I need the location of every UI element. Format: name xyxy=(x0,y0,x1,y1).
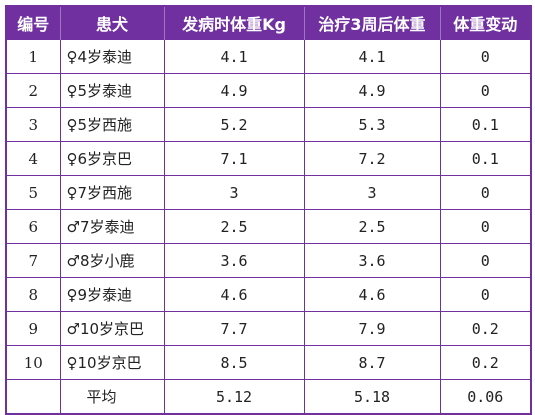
cell-dog: ♀5岁泰迪 xyxy=(59,73,165,108)
header-dog: 患犬 xyxy=(59,6,164,40)
cell-dog: ♀6岁京巴 xyxy=(59,141,165,176)
cell-id: 10 xyxy=(5,345,61,380)
cell-weight-after: 2.5 xyxy=(303,209,441,244)
cell-weight-before: 4.6 xyxy=(163,277,305,312)
cell-weight-change: 0 xyxy=(439,175,532,210)
cell-weight-change: 0 xyxy=(439,73,532,108)
cell-weight-change: 0.1 xyxy=(439,107,532,142)
cell-weight-before: 3 xyxy=(163,175,305,210)
table-row: 9 ♂10岁京巴 7.7 7.9 0.2 xyxy=(5,311,532,346)
cell-weight-change: 0 xyxy=(439,277,532,312)
cell-id: 2 xyxy=(5,73,61,108)
cell-dog: ♂10岁京巴 xyxy=(59,311,165,346)
cell-weight-after: 8.7 xyxy=(303,345,441,380)
header-weight-after: 治疗3周后体重 xyxy=(303,6,440,40)
cell-weight-after: 4.6 xyxy=(303,277,441,312)
cell-id: 5 xyxy=(5,175,61,210)
cell-weight-before: 7.1 xyxy=(163,141,305,176)
cell-weight-after: 7.2 xyxy=(303,141,441,176)
header-weight-change: 体重变动 xyxy=(439,6,531,40)
average-row: 平均 5.12 5.18 0.06 xyxy=(5,379,532,415)
cell-dog: ♀5岁西施 xyxy=(59,107,165,142)
table-row: 6 ♂7岁泰迪 2.5 2.5 0 xyxy=(5,209,532,244)
average-weight-after: 5.18 xyxy=(303,379,441,415)
cell-id: 8 xyxy=(5,277,61,312)
cell-weight-after: 3.6 xyxy=(303,243,441,278)
cell-weight-change: 0.1 xyxy=(439,141,532,176)
cell-id: 1 xyxy=(5,39,61,74)
average-weight-change: 0.06 xyxy=(439,379,532,415)
cell-weight-before: 8.5 xyxy=(163,345,305,380)
weight-table: 编号 患犬 发病时体重Kg 治疗3周后体重 体重变动 1 ♀4岁泰迪 4.1 4… xyxy=(5,5,532,415)
header-row: 编号 患犬 发病时体重Kg 治疗3周后体重 体重变动 xyxy=(6,6,531,40)
table-row: 2 ♀5岁泰迪 4.9 4.9 0 xyxy=(5,73,532,108)
cell-weight-change: 0.2 xyxy=(439,311,532,346)
cell-weight-change: 0 xyxy=(439,243,532,278)
cell-weight-before: 4.1 xyxy=(163,39,305,74)
cell-weight-after: 7.9 xyxy=(303,311,441,346)
table-row: 10 ♀10岁京巴 8.5 8.7 0.2 xyxy=(5,345,532,380)
cell-id: 3 xyxy=(5,107,61,142)
table-row: 1 ♀4岁泰迪 4.1 4.1 0 xyxy=(5,39,532,74)
cell-dog: ♀10岁京巴 xyxy=(59,345,165,380)
cell-weight-after: 3 xyxy=(303,175,441,210)
table-row: 3 ♀5岁西施 5.2 5.3 0.1 xyxy=(5,107,532,142)
cell-id: 7 xyxy=(5,243,61,278)
cell-weight-before: 5.2 xyxy=(163,107,305,142)
table-row: 8 ♀9岁泰迪 4.6 4.6 0 xyxy=(5,277,532,312)
cell-weight-after: 5.3 xyxy=(303,107,441,142)
cell-id: 4 xyxy=(5,141,61,176)
cell-id xyxy=(5,379,61,415)
cell-dog: ♂7岁泰迪 xyxy=(59,209,165,244)
cell-weight-before: 4.9 xyxy=(163,73,305,108)
cell-weight-before: 2.5 xyxy=(163,209,305,244)
table-row: 4 ♀6岁京巴 7.1 7.2 0.1 xyxy=(5,141,532,176)
cell-dog: ♀9岁泰迪 xyxy=(59,277,165,312)
header-weight-before: 发病时体重Kg xyxy=(163,6,304,40)
cell-dog: ♂8岁小鹿 xyxy=(59,243,165,278)
cell-dog: ♀7岁西施 xyxy=(59,175,165,210)
cell-weight-before: 3.6 xyxy=(163,243,305,278)
cell-id: 9 xyxy=(5,311,61,346)
cell-weight-after: 4.1 xyxy=(303,39,441,74)
cell-weight-change: 0.2 xyxy=(439,345,532,380)
cell-weight-change: 0 xyxy=(439,39,532,74)
cell-dog: ♀4岁泰迪 xyxy=(59,39,165,74)
cell-id: 6 xyxy=(5,209,61,244)
cell-weight-before: 7.7 xyxy=(163,311,305,346)
cell-weight-change: 0 xyxy=(439,209,532,244)
average-weight-before: 5.12 xyxy=(163,379,305,415)
table-row: 5 ♀7岁西施 3 3 0 xyxy=(5,175,532,210)
cell-weight-after: 4.9 xyxy=(303,73,441,108)
table-row: 7 ♂8岁小鹿 3.6 3.6 0 xyxy=(5,243,532,278)
average-label: 平均 xyxy=(59,379,165,415)
header-id: 编号 xyxy=(6,6,60,40)
